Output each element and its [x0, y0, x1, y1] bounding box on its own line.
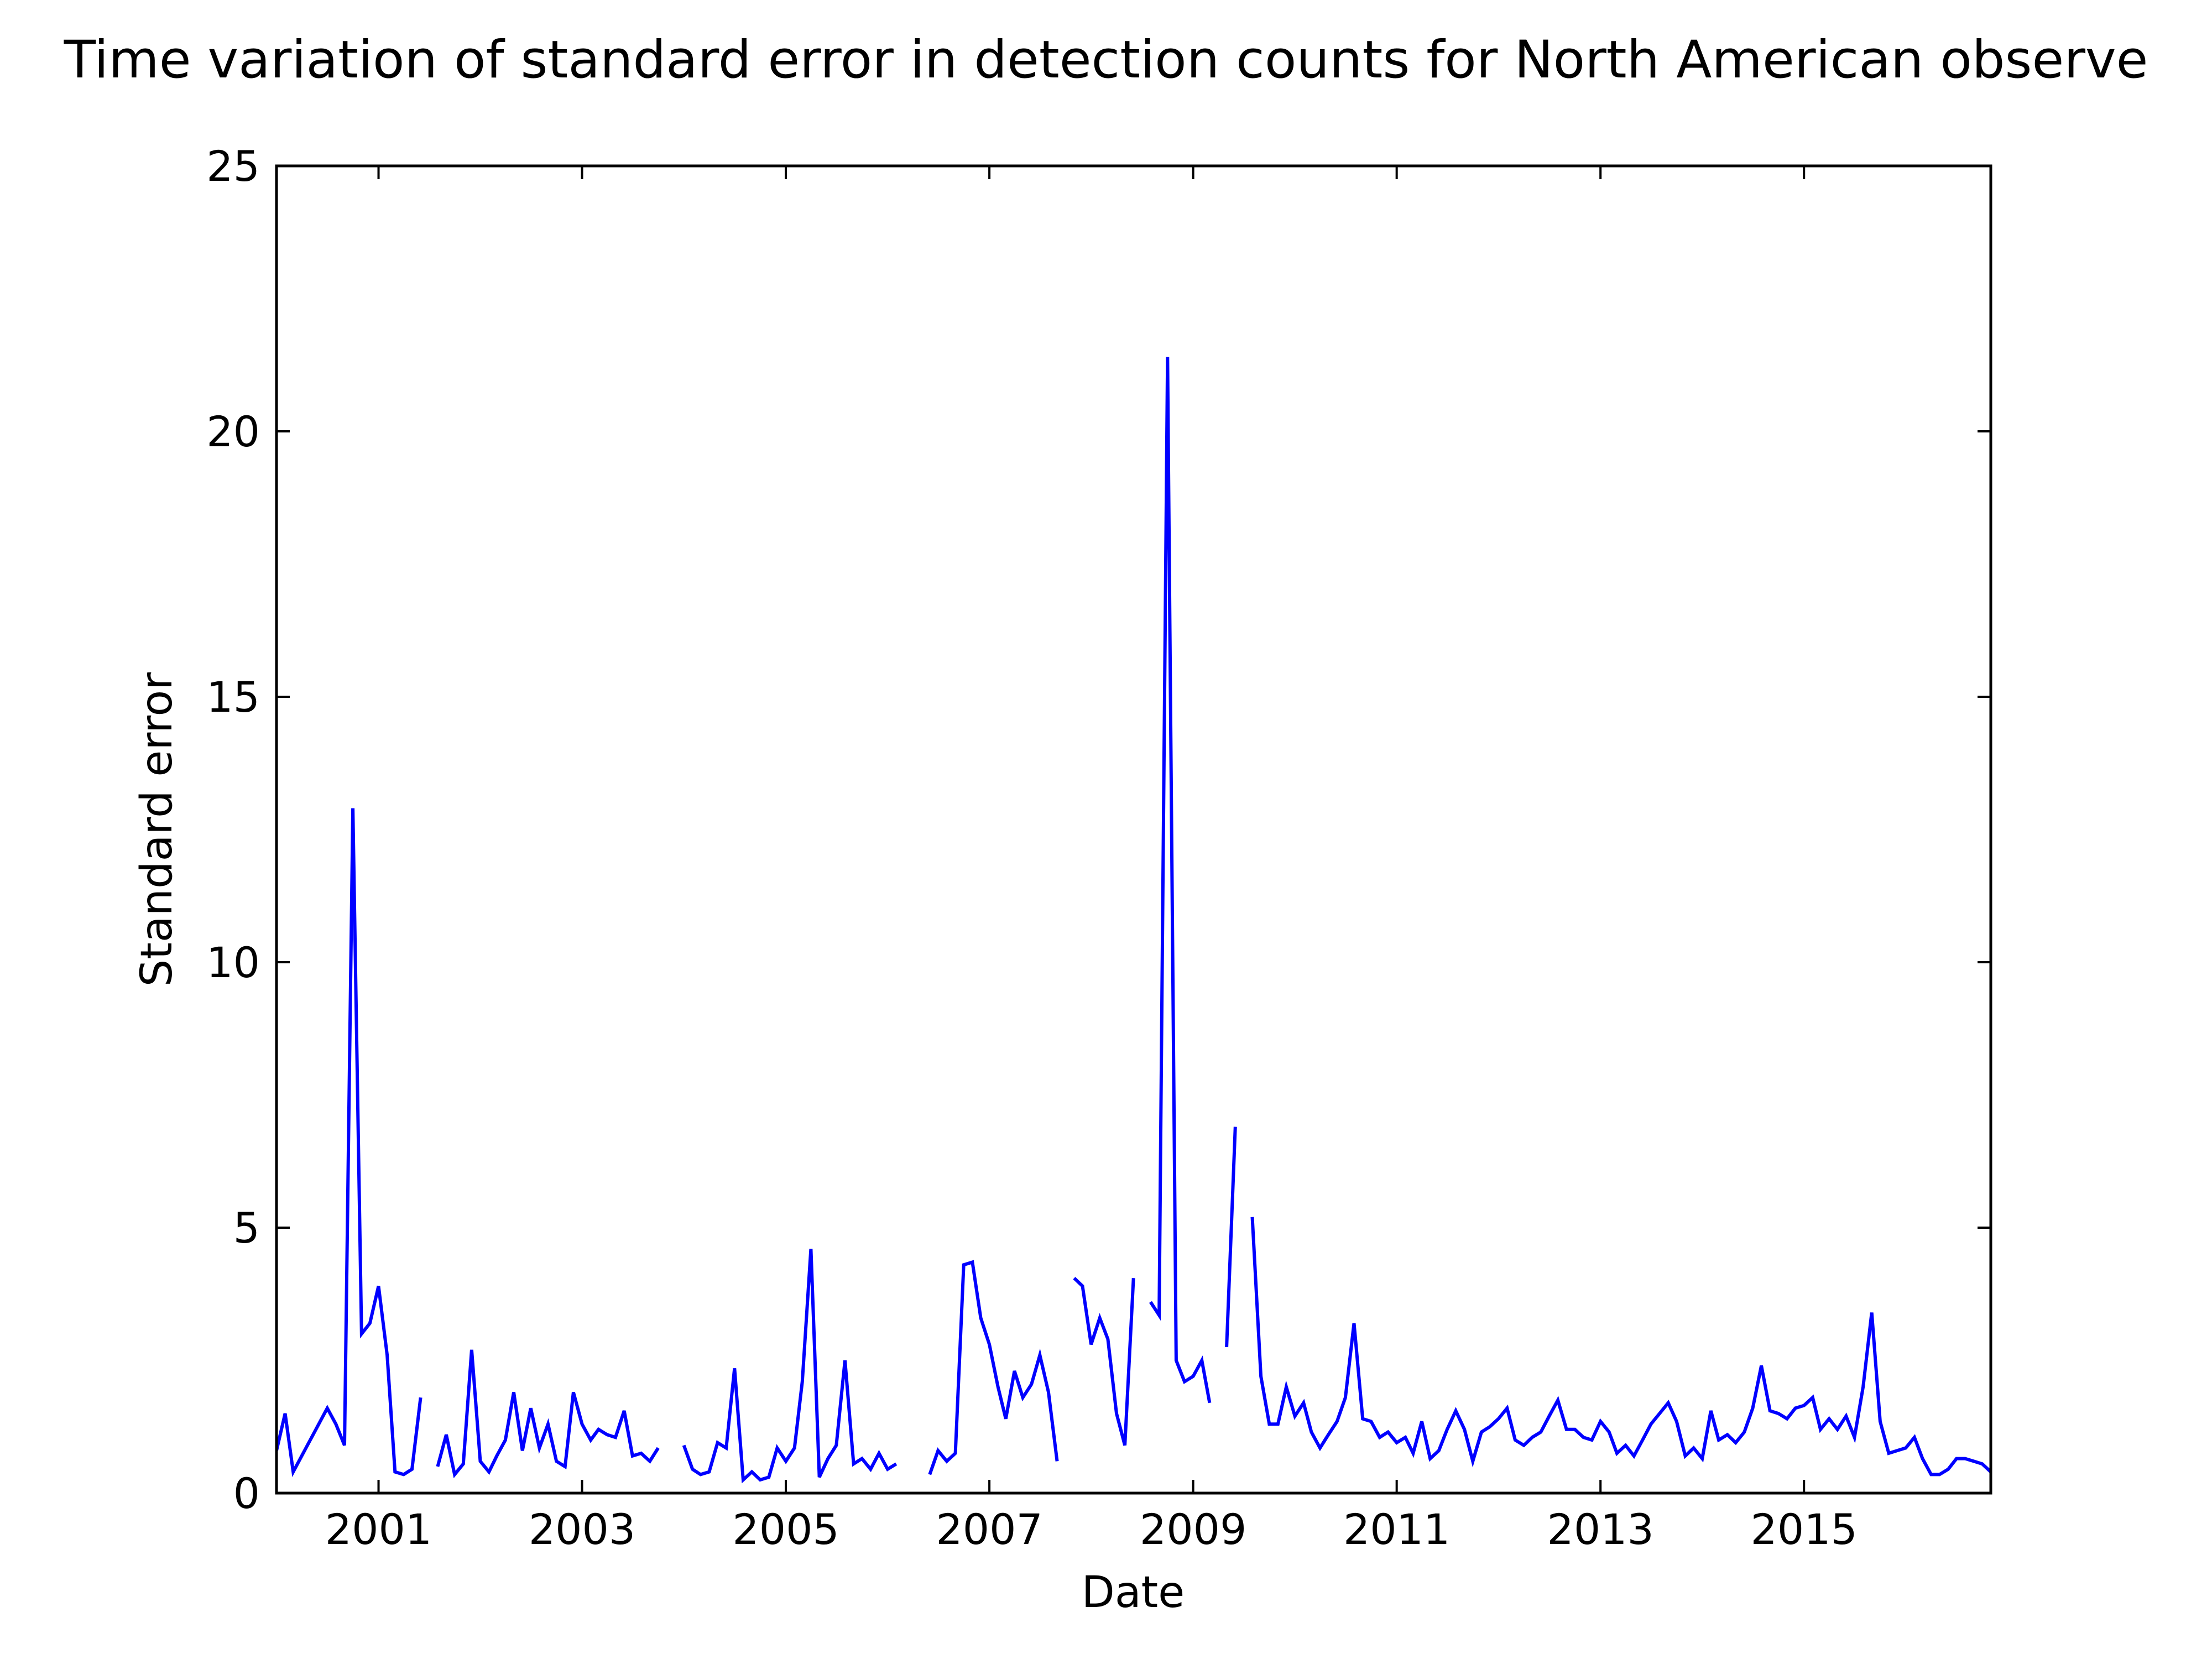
tick-layer: 0 5 10 15 20 25 2001 2003 2005 2007 2009 2011 2013 20… — [206, 142, 1991, 1554]
plot-frame — [275, 164, 1992, 1495]
series-line-segment — [1073, 1277, 1135, 1446]
series-line-segment — [276, 808, 422, 1478]
x-tick-label: 2001 — [325, 1505, 432, 1554]
series-line-segment — [682, 1249, 898, 1484]
x-tick-label: 2003 — [529, 1505, 635, 1554]
y-tick-label: 5 — [233, 1203, 260, 1253]
x-axis-label: Date — [1082, 1568, 1185, 1618]
x-tick-label: 2015 — [1751, 1505, 1858, 1554]
x-tick-label: 2009 — [1140, 1505, 1246, 1554]
y-tick-label: 25 — [206, 142, 260, 191]
series-line-segment — [1250, 1217, 1991, 1477]
series-line-segment — [436, 1349, 660, 1479]
y-tick-label: 15 — [206, 672, 260, 722]
series-line-segment — [1149, 357, 1212, 1404]
series-layer — [276, 357, 1991, 1484]
y-tick-label: 20 — [206, 407, 260, 456]
x-tick-label: 2005 — [732, 1505, 839, 1554]
y-axis-label: Standard error — [132, 672, 182, 987]
y-tick-label: 10 — [206, 938, 260, 987]
x-tick-label: 2011 — [1343, 1505, 1450, 1554]
x-tick-label: 2013 — [1547, 1505, 1653, 1554]
y-tick-label: 0 — [233, 1469, 260, 1518]
series-line-segment — [928, 1260, 1059, 1475]
series-line-segment — [1225, 1126, 1237, 1348]
chart-title: Time variation of standard error in dete… — [64, 30, 2148, 90]
x-tick-label: 2007 — [936, 1505, 1042, 1554]
